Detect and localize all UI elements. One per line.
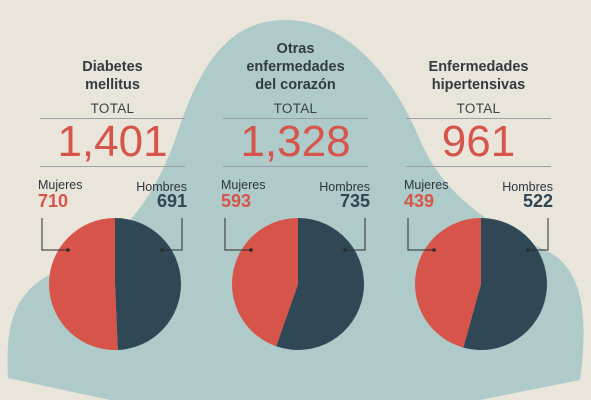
panel-otras-enfermedades: Otras enfermedades del corazón TOTAL 1,3… [203,0,388,400]
pie-slice-hombres [115,218,181,350]
men-value: 522 [522,191,553,211]
men-label: Hombres [502,180,553,194]
leader-line-mujeres-dot [66,248,70,252]
pie-chart [407,218,549,350]
women-label: Mujeres [404,178,449,192]
divider [223,118,368,119]
women-label: Mujeres [221,178,266,192]
total-value: 1,401 [57,117,168,166]
leader-line-mujeres [407,218,434,251]
leader-line-mujeres-dot [249,248,253,252]
divider [223,166,368,167]
leader-line-hombres-dot [343,248,347,252]
women-value: 439 [404,191,435,211]
men-label: Hombres [319,180,370,194]
divider [406,166,551,167]
men-label: Hombres [136,180,187,194]
leader-line-mujeres-dot [432,248,436,252]
divider [40,118,185,119]
divider [406,118,551,119]
leader-line-hombres [162,218,183,251]
pie-slice-hombres [463,218,547,350]
men-value: 691 [156,191,187,211]
leader-line-hombres [345,218,366,251]
panel-title: Enfermedades hipertensivas [428,59,529,93]
panel-title: Diabetes mellitus [82,59,143,93]
men-value: 735 [339,191,370,211]
panel-title: Otras enfermedades del corazón [246,41,345,93]
leader-line-hombres-dot [160,248,164,252]
total-value: 1,328 [240,117,351,166]
total-value: 961 [441,117,516,166]
women-label: Mujeres [38,178,83,192]
leader-line-hombres-dot [526,248,530,252]
women-value: 710 [38,191,69,211]
leader-line-hombres [528,218,549,251]
pie-slice-hombres [276,218,364,350]
panel-diabetes: Diabetes mellitus TOTAL 1,401 Mujeres 71… [20,0,205,400]
pie-chart [224,218,366,350]
pie-chart [41,218,183,350]
total-label: TOTAL [273,101,318,116]
leader-line-mujeres [224,218,251,251]
total-label: TOTAL [90,101,135,116]
panel-hipertensivas: Enfermedades hipertensivas TOTAL 961 Muj… [386,0,571,400]
divider [40,166,185,167]
pie-slice-mujeres [48,218,118,350]
total-label: TOTAL [456,101,501,116]
leader-line-mujeres [41,218,68,251]
women-value: 593 [221,191,252,211]
